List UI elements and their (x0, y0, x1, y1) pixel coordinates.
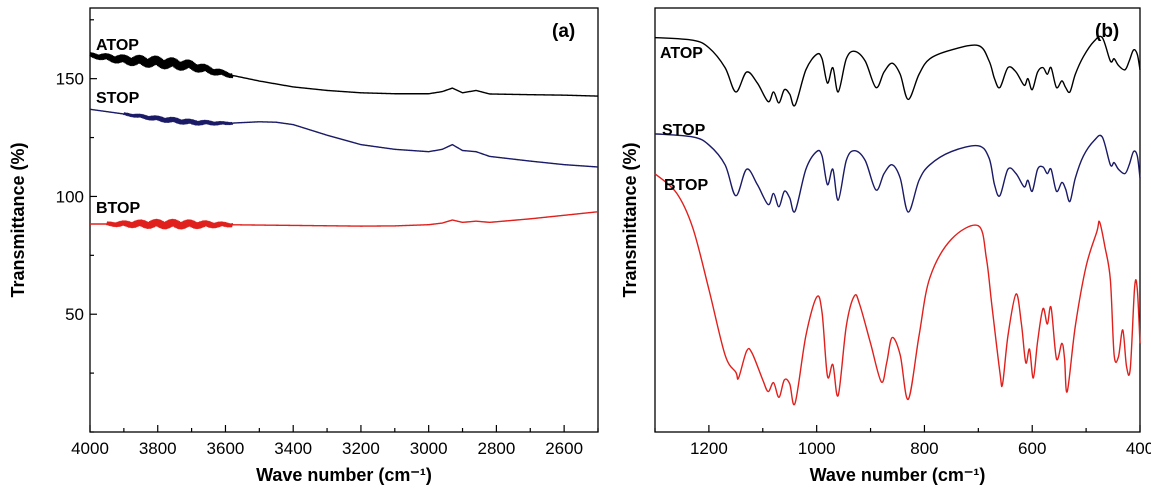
x-tick-label: 3400 (274, 439, 312, 458)
series-label-stop: STOP (96, 90, 140, 107)
series-label-btop: BTOP (96, 200, 140, 217)
series-label-btop: BTOP (664, 177, 708, 194)
x-tick-label: 600 (1018, 439, 1046, 458)
panel-tag: (a) (552, 21, 575, 42)
panel-b: 1200 1000 800 600 400 Wave number (cm⁻¹) Trans… (620, 7, 1151, 485)
x-tick-label: 3600 (207, 439, 245, 458)
x-axis-title: Wave number (cm⁻¹) (256, 465, 432, 485)
series-line-atop (654, 35, 1141, 107)
x-tick-label: 2600 (545, 439, 583, 458)
series-line-atop (89, 52, 599, 97)
plot-frame (89, 7, 599, 433)
x-tick-label: 3200 (342, 439, 380, 458)
y-tick-label: 100 (56, 187, 84, 206)
series-line-stop (89, 108, 599, 168)
x-tick-label: 1000 (798, 439, 836, 458)
y-axis-title: Transmittance (%) (8, 142, 28, 297)
x-tick-label: 3800 (139, 439, 177, 458)
series-label-stop: STOP (662, 122, 706, 139)
x-tick-label: 2800 (477, 439, 515, 458)
series-line-stop (654, 133, 1141, 213)
x-tick-label: 3000 (410, 439, 448, 458)
series-line-btop (654, 173, 1141, 406)
x-axis-title: Wave number (cm⁻¹) (810, 465, 986, 485)
x-tick-label: 4000 (71, 439, 109, 458)
y-tick-label: 50 (65, 305, 84, 324)
panel-tag: (b) (1095, 21, 1119, 42)
y-tick-label: 150 (56, 70, 84, 89)
series-line-btop (89, 211, 599, 230)
panel-a: 4000 3800 3600 3400 3200 3000 2800 2600 50 100 150… (8, 7, 599, 485)
x-tick-label: 1200 (690, 439, 728, 458)
series-label-atop: ATOP (660, 45, 703, 62)
series-label-atop: ATOP (96, 37, 139, 54)
y-axis-title: Transmittance (%) (620, 142, 640, 297)
plot-frame (654, 7, 1141, 433)
x-tick-label: 400 (1126, 439, 1151, 458)
x-tick-label: 800 (910, 439, 938, 458)
